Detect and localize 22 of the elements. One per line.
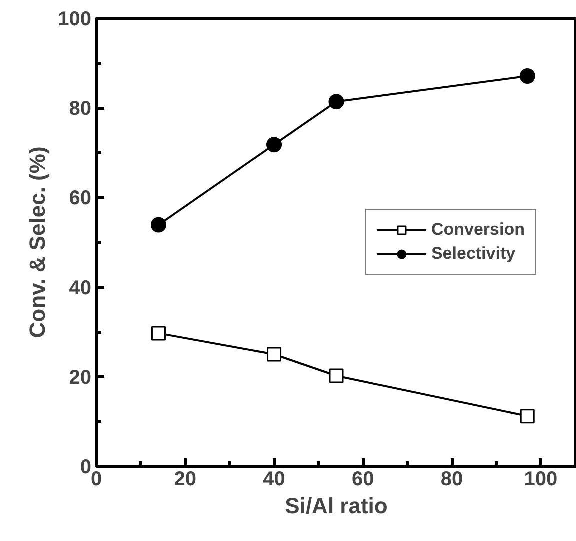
- legend-label: Selectivity: [431, 244, 516, 264]
- point: [266, 137, 282, 153]
- x-axis-title: Si/Al ratio: [285, 494, 388, 518]
- y-tick-label: 80: [69, 98, 92, 120]
- x-tick-label: 100: [524, 468, 558, 490]
- point: [151, 326, 166, 341]
- x-tick-label: 80: [440, 468, 464, 490]
- y-tick-label: 40: [69, 277, 92, 300]
- y-axis-title: Conv. & Selec. (%): [25, 146, 50, 338]
- y-tick-label: 20: [69, 366, 92, 389]
- point: [328, 94, 344, 110]
- point: [329, 368, 344, 384]
- point: [520, 68, 536, 84]
- point: [267, 347, 282, 362]
- y-tick-label: 60: [69, 188, 92, 210]
- x-tick-label: 60: [352, 468, 374, 490]
- point: [150, 217, 166, 233]
- legend-label: Conversion: [431, 220, 525, 240]
- point: [520, 409, 535, 424]
- y-tick-label: 100: [58, 8, 92, 30]
- x-tick-label: 20: [174, 468, 197, 490]
- x-tick-label: 40: [263, 468, 286, 490]
